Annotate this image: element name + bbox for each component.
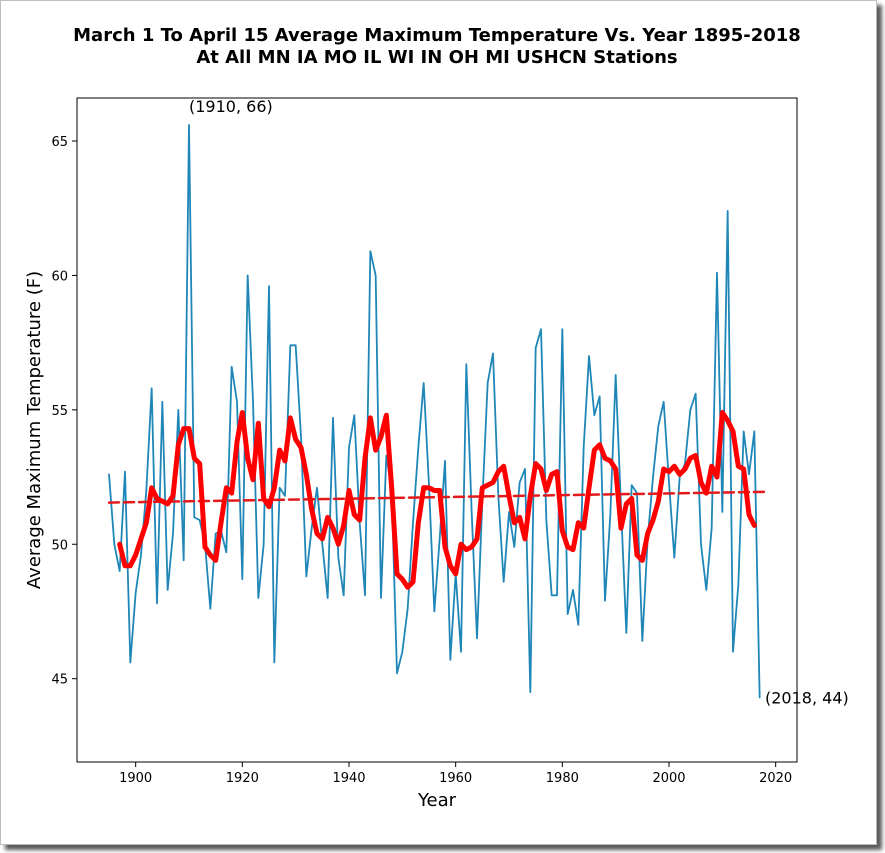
y-tick-label: 65 xyxy=(51,135,68,150)
x-axis: 1900 1920 1940 1960 1980 2000 2020 xyxy=(119,762,792,786)
chart-subtitle: At All MN IA MO IL WI IN OH MI USHCN Sta… xyxy=(196,47,677,68)
plot-series xyxy=(107,123,767,699)
y-axis: 45 50 55 60 65 xyxy=(51,135,77,688)
annotations: (1910, 66) (2018, 44) xyxy=(189,97,849,707)
x-tick-label: 2020 xyxy=(759,771,792,786)
trend-line xyxy=(107,490,767,504)
annual-line xyxy=(108,123,761,699)
y-tick-label: 60 xyxy=(51,269,68,284)
smoothed-line xyxy=(117,410,757,590)
y-tick-label: 45 xyxy=(51,673,68,688)
x-tick-label: 1980 xyxy=(546,771,579,786)
point-annotation: (1910, 66) xyxy=(189,97,273,116)
point-annotation: (2018, 44) xyxy=(765,689,849,708)
x-tick-label: 1940 xyxy=(332,771,365,786)
x-tick-label: 1960 xyxy=(439,771,472,786)
y-tick-label: 50 xyxy=(51,538,68,553)
x-tick-label: 1900 xyxy=(119,771,152,786)
plot-area xyxy=(76,97,798,763)
y-axis-label: Average Maximum Temperature (F) xyxy=(24,271,45,589)
chart-title: March 1 To April 15 Average Maximum Temp… xyxy=(73,25,801,46)
x-axis-label: Year xyxy=(417,790,457,811)
x-tick-label: 1920 xyxy=(226,771,259,786)
y-tick-label: 55 xyxy=(51,404,68,419)
x-tick-label: 2000 xyxy=(652,771,685,786)
